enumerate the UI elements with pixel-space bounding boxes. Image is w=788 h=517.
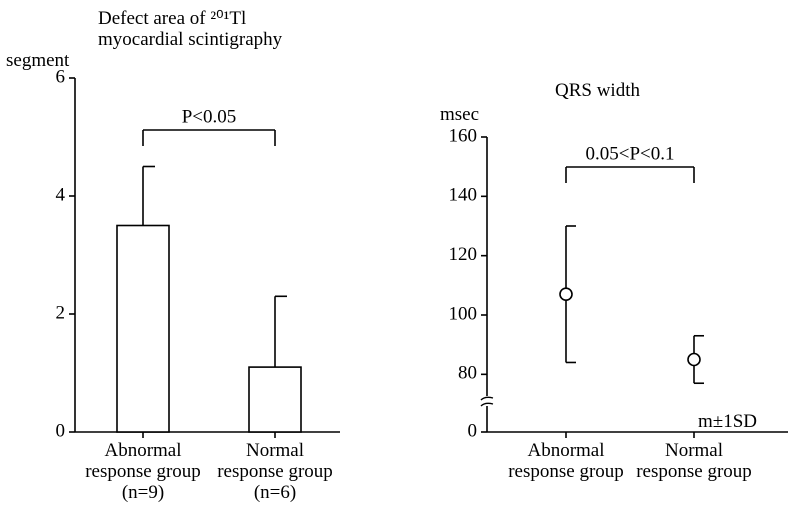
y-tick-label: 0 xyxy=(56,420,66,441)
note: m±1SD xyxy=(698,411,757,432)
bar xyxy=(248,366,302,433)
y-tick-label: 120 xyxy=(449,244,478,265)
x-tick-label: Abnormal response group xyxy=(508,440,624,482)
y-tick-label: 2 xyxy=(56,302,66,323)
point xyxy=(559,287,573,302)
y-tick-label: 4 xyxy=(56,184,66,205)
x-tick-label: Normal response group (n=6) xyxy=(217,440,333,503)
bar xyxy=(116,224,170,433)
y-tick-label: 140 xyxy=(449,185,478,206)
annotation: 0.05<P<0.1 xyxy=(586,143,675,164)
y-tick-label: 0 xyxy=(468,420,478,441)
y-axis-label: segment xyxy=(6,50,70,71)
y-tick-label: 100 xyxy=(449,303,478,324)
chart-title: Defect area of ²⁰¹Tl myocardial scintigr… xyxy=(98,8,283,50)
annotation: P<0.05 xyxy=(182,106,237,127)
x-tick-label: Abnormal response group (n=9) xyxy=(85,440,201,503)
y-axis-label: msec xyxy=(440,104,480,125)
y-tick-label: 160 xyxy=(449,125,478,146)
chart-title: QRS width xyxy=(555,80,640,101)
axis-break xyxy=(480,396,494,407)
y-tick-label: 80 xyxy=(458,363,477,384)
point xyxy=(687,352,701,367)
y-tick-label: 6 xyxy=(56,66,66,87)
x-tick-label: Normal response group xyxy=(636,440,752,482)
